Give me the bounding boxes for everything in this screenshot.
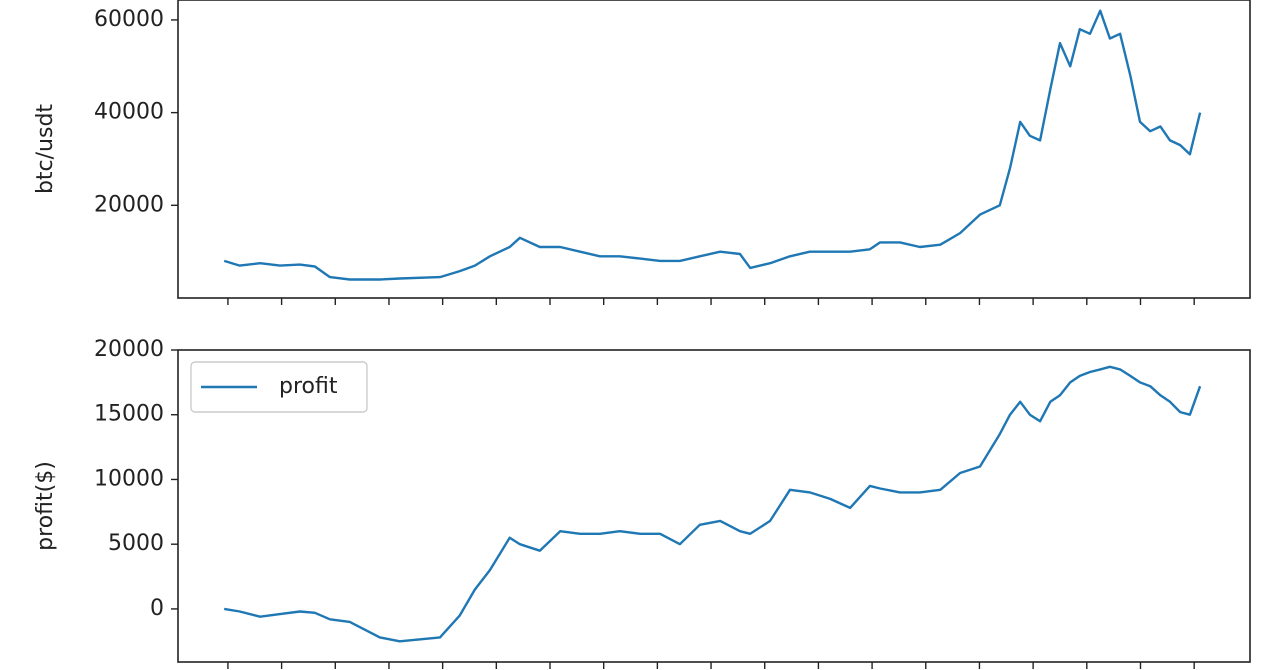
y-tick-label: 20000: [94, 337, 164, 362]
plot-frame: [177, 0, 1251, 299]
y-tick-label: 0: [150, 596, 164, 621]
data-line: [224, 365, 1202, 643]
plot-frame: [177, 349, 1251, 663]
y-axis-label: profit($): [33, 461, 58, 551]
y-axis-label: btc/usdt: [33, 104, 58, 194]
data-line: [223, 9, 1202, 281]
y-tick-label: 40000: [94, 100, 164, 125]
y-tick-label: 60000: [94, 7, 164, 32]
y-tick-label: 20000: [94, 192, 164, 217]
legend: profit: [190, 361, 368, 413]
y-tick-label: 5000: [108, 531, 164, 556]
y-tick-label: 15000: [94, 402, 164, 427]
legend-label: profit: [279, 374, 338, 399]
y-tick-label: 10000: [94, 466, 164, 491]
legend-box: [190, 361, 368, 413]
